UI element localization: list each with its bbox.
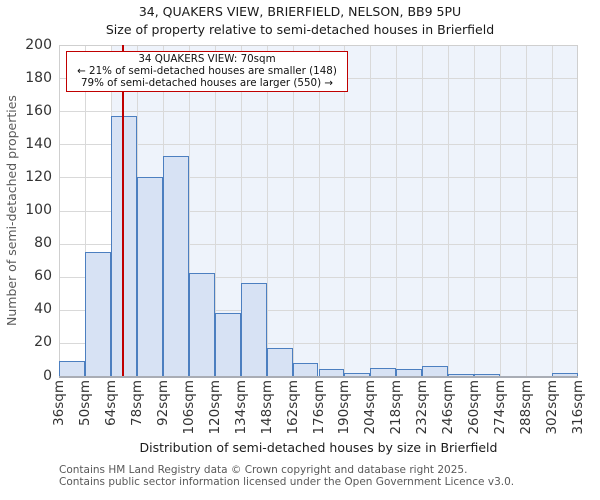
histogram-bar bbox=[552, 372, 578, 376]
v-gridline bbox=[474, 45, 476, 376]
v-gridline bbox=[214, 45, 216, 376]
histogram-bar bbox=[448, 374, 475, 376]
x-tick-label: 176sqm bbox=[310, 380, 327, 435]
v-gridline bbox=[396, 45, 398, 376]
annotation-line-3: 79% of semi-detached houses are larger (… bbox=[80, 77, 334, 90]
histogram-bar bbox=[318, 369, 345, 376]
x-tick-label: 134sqm bbox=[232, 380, 249, 435]
x-tick-label: 162sqm bbox=[284, 380, 301, 435]
footer-line-1: Contains HM Land Registry data © Crown c… bbox=[59, 464, 468, 476]
histogram-bar bbox=[188, 273, 215, 376]
y-tick-label: 140 bbox=[25, 135, 52, 152]
v-gridline bbox=[188, 45, 190, 376]
page-title: 34, QUAKERS VIEW, BRIERFIELD, NELSON, BB… bbox=[138, 4, 462, 19]
annotation-box: 34 QUAKERS VIEW: 70sqm ← 21% of semi-det… bbox=[66, 51, 348, 93]
y-tick-label: 40 bbox=[34, 301, 52, 318]
y-tick-label: 0 bbox=[43, 367, 52, 384]
v-gridline bbox=[344, 45, 346, 376]
x-tick-label: 106sqm bbox=[180, 380, 197, 435]
histogram-bar bbox=[396, 369, 423, 376]
histogram-bar bbox=[59, 361, 85, 376]
plot-border-top bbox=[59, 45, 578, 46]
x-tick-label: 92sqm bbox=[154, 380, 171, 426]
x-tick-label: 288sqm bbox=[518, 380, 535, 435]
x-tick-label: 50sqm bbox=[76, 380, 93, 426]
histogram-bar bbox=[240, 283, 267, 376]
plot-area bbox=[59, 45, 578, 378]
v-gridline bbox=[240, 45, 242, 376]
x-tick-label: 148sqm bbox=[258, 380, 275, 435]
v-gridline bbox=[448, 45, 450, 376]
x-tick-label: 78sqm bbox=[128, 380, 145, 426]
annotation-line-2: ← 21% of semi-detached houses are smalle… bbox=[77, 65, 337, 78]
v-gridline bbox=[292, 45, 294, 376]
histogram-bar bbox=[266, 347, 293, 376]
histogram-bar bbox=[110, 116, 137, 376]
histogram-bar bbox=[344, 372, 371, 376]
v-gridline bbox=[266, 45, 268, 376]
y-tick-label: 200 bbox=[25, 36, 52, 53]
x-axis-line bbox=[59, 376, 578, 378]
x-tick-label: 190sqm bbox=[336, 380, 353, 435]
histogram-bar bbox=[370, 367, 397, 376]
histogram-bar bbox=[162, 155, 189, 376]
y-tick-label: 180 bbox=[25, 69, 52, 86]
annotation-line-1: 34 QUAKERS VIEW: 70sqm bbox=[138, 53, 276, 65]
footer-line-2: Contains public sector information licen… bbox=[59, 476, 515, 488]
y-tick-label: 60 bbox=[34, 268, 52, 285]
x-axis-label: Distribution of semi-detached houses by … bbox=[139, 440, 498, 455]
x-tick-label: 302sqm bbox=[544, 380, 561, 435]
x-tick-label: 316sqm bbox=[570, 380, 586, 435]
x-tick-label: 36sqm bbox=[51, 380, 67, 426]
v-gridline bbox=[552, 45, 554, 376]
v-gridline bbox=[318, 45, 320, 376]
y-tick-label: 120 bbox=[25, 168, 52, 185]
property-size-marker-line bbox=[122, 45, 124, 376]
v-gridline bbox=[526, 45, 528, 376]
page-subtitle: Size of property relative to semi-detach… bbox=[105, 22, 495, 37]
plot-border-left bbox=[59, 45, 60, 376]
histogram-bar bbox=[84, 251, 111, 376]
x-tick-label: 120sqm bbox=[206, 380, 223, 435]
y-tick-label: 20 bbox=[34, 334, 52, 351]
y-tick-label: 160 bbox=[25, 102, 52, 119]
x-tick-label: 218sqm bbox=[388, 380, 405, 435]
v-gridline bbox=[500, 45, 502, 376]
histogram-bar bbox=[292, 362, 319, 376]
v-gridline bbox=[422, 45, 424, 376]
x-tick-label: 274sqm bbox=[492, 380, 509, 435]
v-gridline bbox=[84, 45, 86, 376]
y-tick-label: 80 bbox=[34, 235, 52, 252]
histogram-bar bbox=[474, 374, 501, 376]
histogram-bar bbox=[136, 177, 163, 376]
v-gridline bbox=[370, 45, 372, 376]
x-tick-label: 64sqm bbox=[102, 380, 119, 426]
x-tick-label: 246sqm bbox=[440, 380, 457, 435]
x-tick-label: 260sqm bbox=[466, 380, 483, 435]
x-tick-label: 232sqm bbox=[414, 380, 431, 435]
histogram-bar bbox=[422, 366, 449, 376]
histogram-bar bbox=[214, 313, 241, 376]
plot-border-right bbox=[577, 45, 578, 376]
y-tick-label: 100 bbox=[25, 202, 52, 218]
x-tick-label: 204sqm bbox=[362, 380, 379, 435]
